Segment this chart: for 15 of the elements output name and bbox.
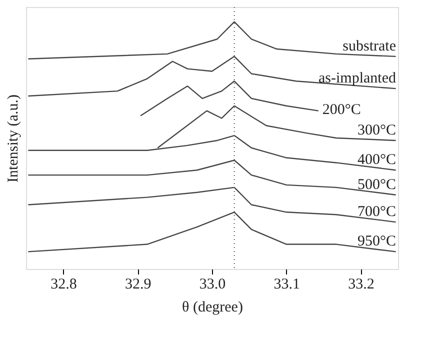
x-tick-label: 32.8 [50, 276, 77, 292]
series-label: 500°C [357, 176, 396, 193]
x-tick-label: 33.0 [199, 276, 226, 292]
x-tick-label: 32.9 [124, 276, 152, 292]
series-label: substrate [342, 38, 396, 54]
y-axis-title: Intensity (a.u.) [6, 94, 22, 182]
series-label: 700°C [357, 204, 396, 220]
series-label: 300°C [357, 122, 396, 138]
x-tick-label: 33.2 [348, 276, 374, 292]
x-axis-title: θ (degree) [182, 300, 243, 316]
series-label: 950°C [357, 234, 396, 250]
series-label: 200°C [322, 102, 361, 118]
series-label: 400°C [357, 152, 396, 168]
series-label: as-implanted [318, 70, 396, 87]
x-tick-label: 33.1 [274, 276, 300, 292]
